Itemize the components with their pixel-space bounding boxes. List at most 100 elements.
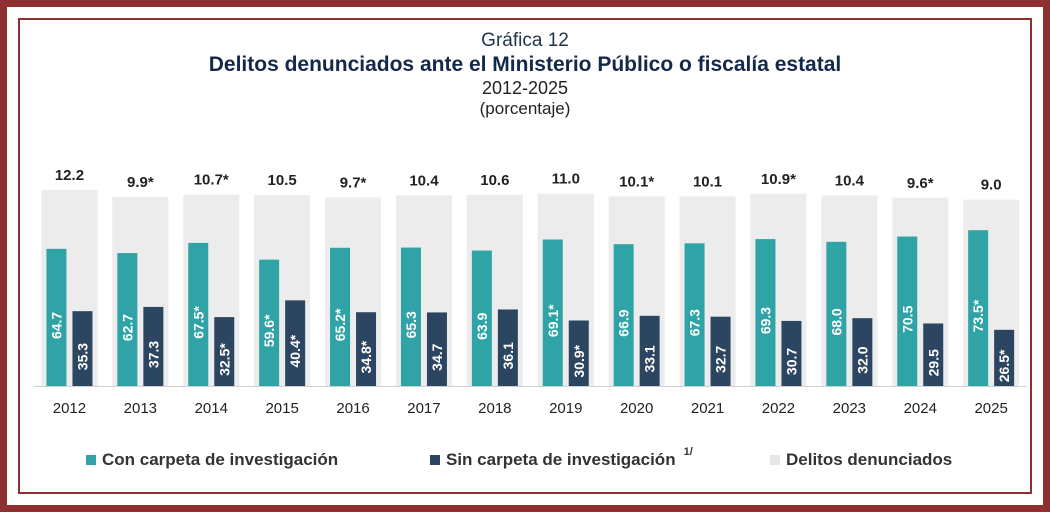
chart-caption: Gráfica 12 bbox=[481, 30, 569, 51]
label-sin-carpeta-2014: 32.5* bbox=[216, 343, 232, 376]
bar-sin-carpeta-2014 bbox=[214, 317, 235, 386]
legend-label-con-carpeta: Con carpeta de investigación bbox=[102, 450, 339, 469]
x-tick-label-2019: 2019 bbox=[549, 400, 582, 417]
x-tick-label-2024: 2024 bbox=[904, 400, 937, 417]
bar-con-carpeta-2023 bbox=[826, 241, 847, 386]
label-sin-carpeta-2024: 29.5 bbox=[925, 349, 941, 376]
x-tick-label-2016: 2016 bbox=[336, 400, 369, 417]
label-sin-carpeta-2019: 30.9* bbox=[571, 344, 587, 377]
bar-con-carpeta-2014 bbox=[188, 242, 209, 386]
bar-con-carpeta-2024 bbox=[897, 236, 918, 386]
label-delitos-denunciados-2014: 10.7* bbox=[194, 172, 229, 189]
label-delitos-denunciados-2013: 9.9* bbox=[127, 174, 154, 191]
bar-sin-carpeta-2023 bbox=[852, 318, 873, 386]
legend-footnote-marker: 1/ bbox=[683, 446, 693, 458]
legend-swatch-sin-carpeta bbox=[430, 455, 440, 465]
x-tick-label-2015: 2015 bbox=[265, 400, 298, 417]
bar-sin-carpeta-2015 bbox=[285, 300, 306, 386]
label-delitos-denunciados-2018: 10.6 bbox=[480, 172, 509, 189]
label-delitos-denunciados-2020: 10.1* bbox=[619, 173, 654, 190]
bar-sin-carpeta-2012 bbox=[72, 311, 93, 386]
legend-label-delitos-denunciados: Delitos denunciados bbox=[786, 450, 953, 469]
chart-title: Delitos denunciados ante el Ministerio P… bbox=[208, 53, 842, 76]
bar-sin-carpeta-2020 bbox=[639, 315, 660, 386]
label-delitos-denunciados-2023: 10.4 bbox=[835, 172, 865, 189]
label-sin-carpeta-2013: 37.3 bbox=[145, 341, 161, 368]
bar-sin-carpeta-2021 bbox=[710, 316, 731, 386]
bar-sin-carpeta-2016 bbox=[356, 312, 377, 386]
x-tick-label-2017: 2017 bbox=[407, 400, 440, 417]
bar-sin-carpeta-2017 bbox=[426, 312, 447, 386]
bar-sin-carpeta-2013 bbox=[143, 306, 164, 386]
label-con-carpeta-2020: 66.9 bbox=[616, 309, 632, 336]
bar-con-carpeta-2013 bbox=[117, 253, 138, 386]
label-delitos-denunciados-2017: 10.4 bbox=[409, 172, 439, 189]
bar-con-carpeta-2025 bbox=[968, 230, 989, 386]
bar-sin-carpeta-2022 bbox=[781, 320, 802, 386]
chart-legend: Con carpeta de investigación Sin carpeta… bbox=[0, 446, 1050, 472]
label-sin-carpeta-2021: 32.7 bbox=[713, 346, 729, 373]
label-con-carpeta-2024: 70.5 bbox=[899, 305, 915, 332]
bar-sin-carpeta-2025 bbox=[994, 329, 1015, 386]
chart-frame-inner-border bbox=[18, 18, 1032, 494]
label-delitos-denunciados-2016: 9.7* bbox=[340, 175, 367, 192]
bar-con-carpeta-2018 bbox=[471, 250, 492, 386]
x-tick-label-2020: 2020 bbox=[620, 400, 653, 417]
bar-sin-carpeta-2018 bbox=[497, 309, 518, 386]
bar-con-carpeta-2012 bbox=[46, 248, 67, 386]
bar-con-carpeta-2020 bbox=[613, 244, 634, 386]
label-con-carpeta-2018: 63.9 bbox=[474, 312, 490, 339]
bar-con-carpeta-2016 bbox=[330, 247, 351, 386]
label-con-carpeta-2021: 67.3 bbox=[687, 309, 703, 336]
label-sin-carpeta-2016: 34.8* bbox=[358, 340, 374, 373]
label-con-carpeta-2023: 68.0 bbox=[828, 308, 844, 335]
label-delitos-denunciados-2025: 9.0 bbox=[981, 177, 1002, 194]
label-con-carpeta-2016: 65.2* bbox=[332, 308, 348, 341]
label-con-carpeta-2015: 59.6* bbox=[261, 314, 277, 347]
label-delitos-denunciados-2012: 12.2 bbox=[55, 167, 84, 184]
label-delitos-denunciados-2015: 10.5 bbox=[268, 172, 297, 189]
label-con-carpeta-2012: 64.7 bbox=[48, 312, 64, 339]
bar-sin-carpeta-2019 bbox=[568, 320, 589, 386]
bar-con-carpeta-2017 bbox=[400, 247, 421, 386]
label-sin-carpeta-2022: 30.7 bbox=[783, 348, 799, 375]
label-con-carpeta-2025: 73.5* bbox=[970, 299, 986, 332]
label-sin-carpeta-2015: 40.4* bbox=[287, 334, 303, 367]
x-tick-label-2014: 2014 bbox=[195, 400, 228, 417]
label-con-carpeta-2017: 65.3 bbox=[403, 311, 419, 338]
x-tick-label-2018: 2018 bbox=[478, 400, 511, 417]
legend-swatch-con-carpeta bbox=[86, 455, 96, 465]
bar-con-carpeta-2022 bbox=[755, 239, 776, 386]
label-con-carpeta-2019: 69.1* bbox=[545, 304, 561, 337]
label-delitos-denunciados-2022: 10.9* bbox=[761, 171, 796, 188]
chart-titles: Gráfica 12 Delitos denunciados ante el M… bbox=[0, 29, 1050, 119]
x-tick-label-2025: 2025 bbox=[974, 400, 1007, 417]
bar-sin-carpeta-2024 bbox=[923, 323, 944, 386]
legend-label-sin-carpeta: Sin carpeta de investigación bbox=[446, 450, 676, 469]
label-sin-carpeta-2018: 36.1 bbox=[500, 342, 516, 369]
label-sin-carpeta-2012: 35.3 bbox=[74, 343, 90, 370]
label-con-carpeta-2013: 62.7 bbox=[119, 314, 135, 341]
x-tick-label-2021: 2021 bbox=[691, 400, 724, 417]
label-sin-carpeta-2017: 34.7 bbox=[429, 343, 445, 370]
legend-item-delitos-denunciados: Delitos denunciados bbox=[770, 450, 952, 470]
x-tick-label-2012: 2012 bbox=[53, 400, 86, 417]
legend-swatch-delitos-denunciados bbox=[770, 455, 780, 465]
chart-subtitle: 2012-2025 bbox=[481, 78, 569, 98]
label-delitos-denunciados-2019: 11.0 bbox=[552, 171, 580, 188]
label-sin-carpeta-2023: 32.0 bbox=[854, 346, 870, 373]
legend-item-sin-carpeta: Sin carpeta de investigación 1/ bbox=[430, 446, 693, 470]
label-sin-carpeta-2025: 26.5* bbox=[996, 349, 1012, 382]
chart-unit: (porcentaje) bbox=[479, 99, 571, 118]
label-sin-carpeta-2020: 33.1 bbox=[642, 345, 658, 372]
legend-item-con-carpeta: Con carpeta de investigación bbox=[86, 450, 338, 470]
x-tick-label-2013: 2013 bbox=[124, 400, 157, 417]
bar-con-carpeta-2021 bbox=[684, 243, 705, 386]
label-delitos-denunciados-2024: 9.6* bbox=[907, 175, 934, 192]
bar-con-carpeta-2015 bbox=[259, 259, 280, 386]
x-tick-label-2022: 2022 bbox=[762, 400, 795, 417]
label-delitos-denunciados-2021: 10.1 bbox=[693, 173, 722, 190]
label-con-carpeta-2022: 69.3 bbox=[757, 307, 773, 334]
